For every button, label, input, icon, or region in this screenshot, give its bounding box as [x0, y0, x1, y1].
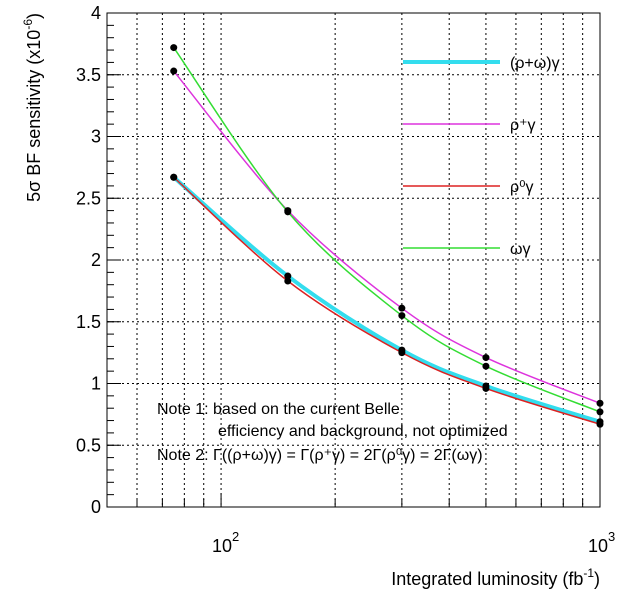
legend-label: ρ⁺γ [510, 117, 536, 134]
notes: Note 1: based on the current Belle effic… [157, 401, 508, 464]
y-tick-label: 4 [91, 3, 101, 23]
data-point [596, 408, 604, 416]
grid [107, 13, 600, 507]
data-point [284, 272, 292, 280]
data-point [482, 362, 490, 370]
note-1: Note 1: based on the current Belle [157, 401, 400, 418]
series-line-1 [173, 70, 601, 404]
note-2: Note 2: Γ((ρ+ω)γ) = Γ(ρ⁺γ) = 2Γ(ρ⁰γ) = 2… [157, 447, 483, 464]
data-point [170, 67, 178, 75]
y-axis-title: 5σ BF sensitivity (x10-6) [21, 13, 44, 202]
x-tick-base: 10 [212, 536, 232, 556]
axis-ticks [106, 12, 601, 508]
y-tick-label: 1 [91, 374, 101, 394]
data-point [170, 173, 178, 181]
y-tick-labels: 0 0.5 1 1.5 2 2.5 3 3.5 4 [76, 3, 101, 517]
data-point [596, 399, 604, 407]
series-line-0 [172, 175, 601, 424]
x-tick-exp: 3 [608, 529, 615, 544]
y-tick-label: 0 [91, 497, 101, 517]
note-1-cont: efficiency and background, not optimized [218, 423, 508, 440]
legend-label: ωγ [510, 241, 531, 258]
data-point [398, 304, 406, 312]
y-tick-label: 2.5 [76, 188, 101, 208]
data-point [482, 384, 490, 392]
data-point [284, 208, 292, 216]
data-point [398, 349, 406, 357]
y-axis-title-end: ) [24, 13, 44, 19]
legend-label: ρ⁰γ [510, 179, 534, 196]
y-tick-label: 3 [91, 127, 101, 147]
series-layer [170, 44, 604, 428]
y-axis-title-main: 5σ BF sensitivity (x10 [24, 30, 44, 202]
y-axis-title-sup: -6 [21, 19, 35, 30]
data-point [596, 420, 604, 428]
y-tick-label: 0.5 [76, 435, 101, 455]
x-axis-title: Integrated luminosity (fb-1) [391, 566, 600, 589]
data-point [398, 312, 406, 320]
y-tick-label: 2 [91, 250, 101, 270]
x-tick-label-1000: 10 3 [588, 529, 615, 556]
x-tick-base: 10 [588, 536, 608, 556]
y-tick-label: 3.5 [76, 65, 101, 85]
data-point [482, 354, 490, 362]
x-tick-exp: 2 [232, 529, 239, 544]
y-tick-label: 1.5 [76, 312, 101, 332]
x-tick-label-100: 10 2 [212, 529, 239, 556]
x-axis-title-main: Integrated luminosity (fb [391, 569, 583, 589]
data-point [170, 44, 178, 52]
series-line-3 [173, 47, 601, 413]
legend-label: (ρ+ω)γ [510, 55, 560, 72]
x-axis-title-sup: -1 [583, 566, 594, 580]
x-axis-title-end: ) [594, 569, 600, 589]
data-point [284, 277, 292, 285]
legend: (ρ+ω)γ ρ⁺γ ρ⁰γ ωγ [403, 55, 560, 258]
series-line-2 [173, 176, 601, 425]
